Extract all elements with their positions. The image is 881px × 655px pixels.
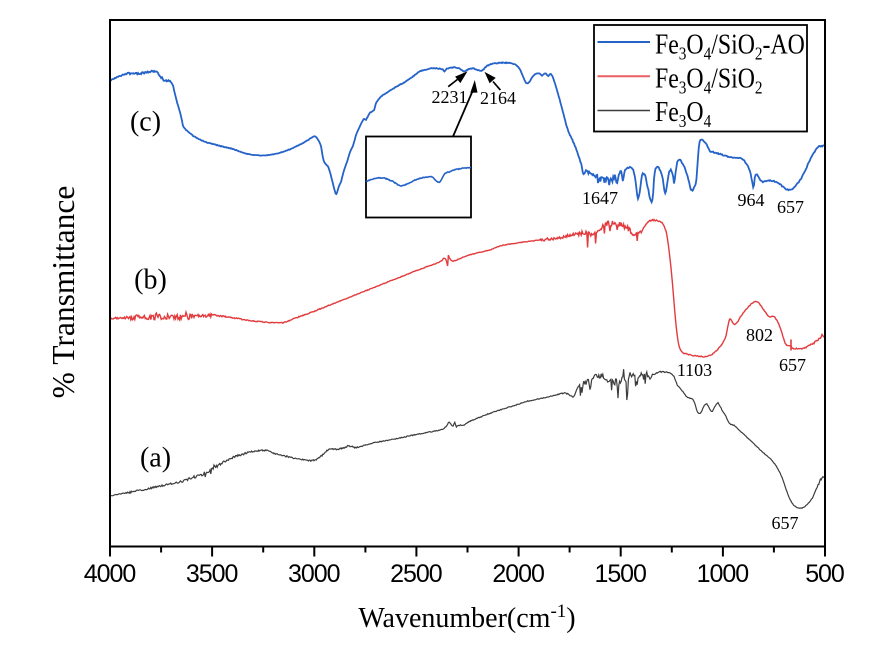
svg-text:Fe3O4/SiO2: Fe3O4/SiO2 <box>655 63 763 98</box>
svg-text:1103: 1103 <box>677 360 712 380</box>
svg-text:(a): (a) <box>140 443 171 474</box>
svg-text:% Transmittance: % Transmittance <box>46 186 81 399</box>
svg-text:802: 802 <box>746 325 773 345</box>
svg-text:1500: 1500 <box>594 560 647 588</box>
svg-text:1647: 1647 <box>582 188 618 208</box>
svg-text:657: 657 <box>777 197 804 217</box>
svg-text:500: 500 <box>805 560 845 588</box>
svg-text:3500: 3500 <box>186 560 239 588</box>
svg-text:2000: 2000 <box>492 560 545 588</box>
svg-text:1000: 1000 <box>697 560 750 588</box>
svg-text:964: 964 <box>738 190 765 210</box>
svg-text:Fe3O4/SiO2-AO: Fe3O4/SiO2-AO <box>655 29 805 64</box>
svg-text:2231: 2231 <box>432 87 468 107</box>
svg-text:2500: 2500 <box>390 560 443 588</box>
svg-text:4000: 4000 <box>84 560 137 588</box>
svg-text:(c): (c) <box>130 107 161 138</box>
svg-text:657: 657 <box>772 513 799 533</box>
svg-text:Wavenumber(cm-1): Wavenumber(cm-1) <box>358 601 575 634</box>
svg-text:(b): (b) <box>134 265 167 296</box>
svg-text:Fe3O4: Fe3O4 <box>655 96 712 131</box>
svg-text:657: 657 <box>779 355 806 375</box>
svg-text:3000: 3000 <box>288 560 341 588</box>
svg-text:2164: 2164 <box>480 88 516 108</box>
